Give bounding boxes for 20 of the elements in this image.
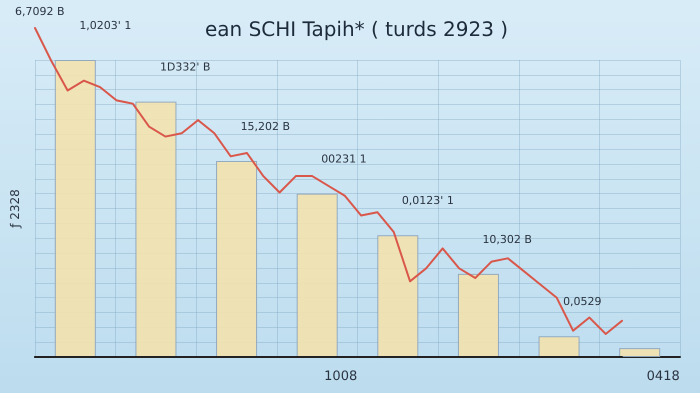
bar (135, 102, 176, 357)
text: 6,7092 B (15, 5, 65, 18)
annotation: 1,0203' 1 (79, 19, 132, 32)
annotation: 0,0123' 1 (402, 194, 454, 208)
annotation: 15,202 B (240, 120, 290, 133)
chart-title: ean SCHI Tapih* ( turds 2923 ) (205, 17, 508, 41)
annotation: 00231 1 (321, 152, 367, 166)
bar (538, 336, 580, 357)
bar (377, 235, 418, 357)
text: 0418 (646, 369, 680, 384)
text: 1008 (324, 369, 358, 384)
annotation: 0,0529 (563, 295, 602, 308)
bar (458, 274, 499, 357)
y-axis-title: ƒ 2328 (8, 189, 22, 229)
bar (216, 160, 258, 357)
bar (619, 348, 660, 357)
annotation: 10,302 B (482, 232, 532, 246)
bar (296, 194, 338, 357)
annotation: 1D332' B (160, 60, 210, 74)
bar (54, 60, 96, 357)
